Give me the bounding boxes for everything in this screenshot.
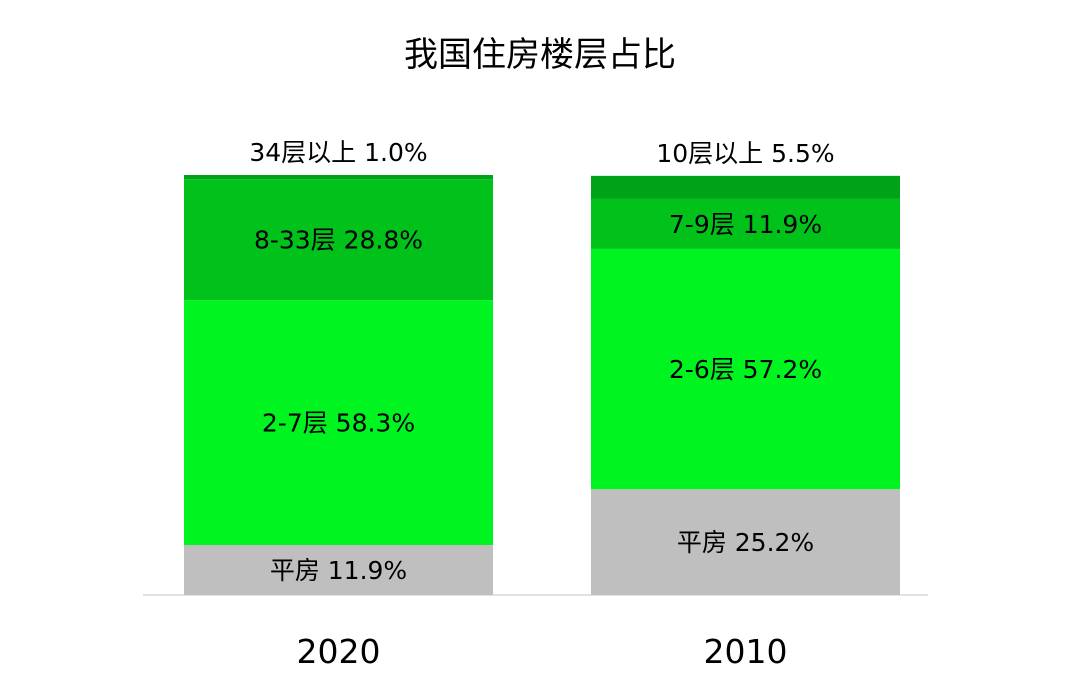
bar-segment-2010-1	[591, 248, 900, 490]
bar-segment-label-2010-2: 7-9层 11.9%	[669, 210, 822, 239]
chart-title: 我国住房楼层占比	[404, 35, 676, 75]
bars-group: 平房 11.9% 2-7层 58.3% 8-33层 28.8% 34层以上 1.0% 平…	[184, 138, 900, 595]
bar-segment-2010-3	[591, 175, 900, 199]
bar-segment-2020-2	[184, 179, 493, 301]
bar-segment-label-2020-3: 34层以上 1.0%	[249, 138, 427, 167]
bar-segment-label-2020-0: 平房 11.9%	[270, 556, 407, 585]
bar-segment-2010-2	[591, 198, 900, 249]
x-tick-label-2020: 2020	[297, 632, 381, 671]
bar-segment-label-2020-2: 8-33层 28.8%	[254, 226, 423, 255]
x-tick-label-2010: 2010	[704, 632, 788, 671]
bar-segment-label-2020-1: 2-7层 58.3%	[262, 409, 415, 438]
bar-segment-2010-0	[591, 489, 900, 595]
x-axis-ticks: 2020 2010	[297, 632, 788, 671]
bar-segment-label-2010-3: 10层以上 5.5%	[656, 139, 834, 168]
bar-segment-2020-3	[184, 175, 493, 180]
bar-segment-2020-1	[184, 300, 493, 546]
bar-segment-2020-0	[184, 545, 493, 595]
bar-segment-label-2010-0: 平房 25.2%	[677, 528, 814, 557]
bar-segment-label-2010-1: 2-6层 57.2%	[669, 355, 822, 384]
